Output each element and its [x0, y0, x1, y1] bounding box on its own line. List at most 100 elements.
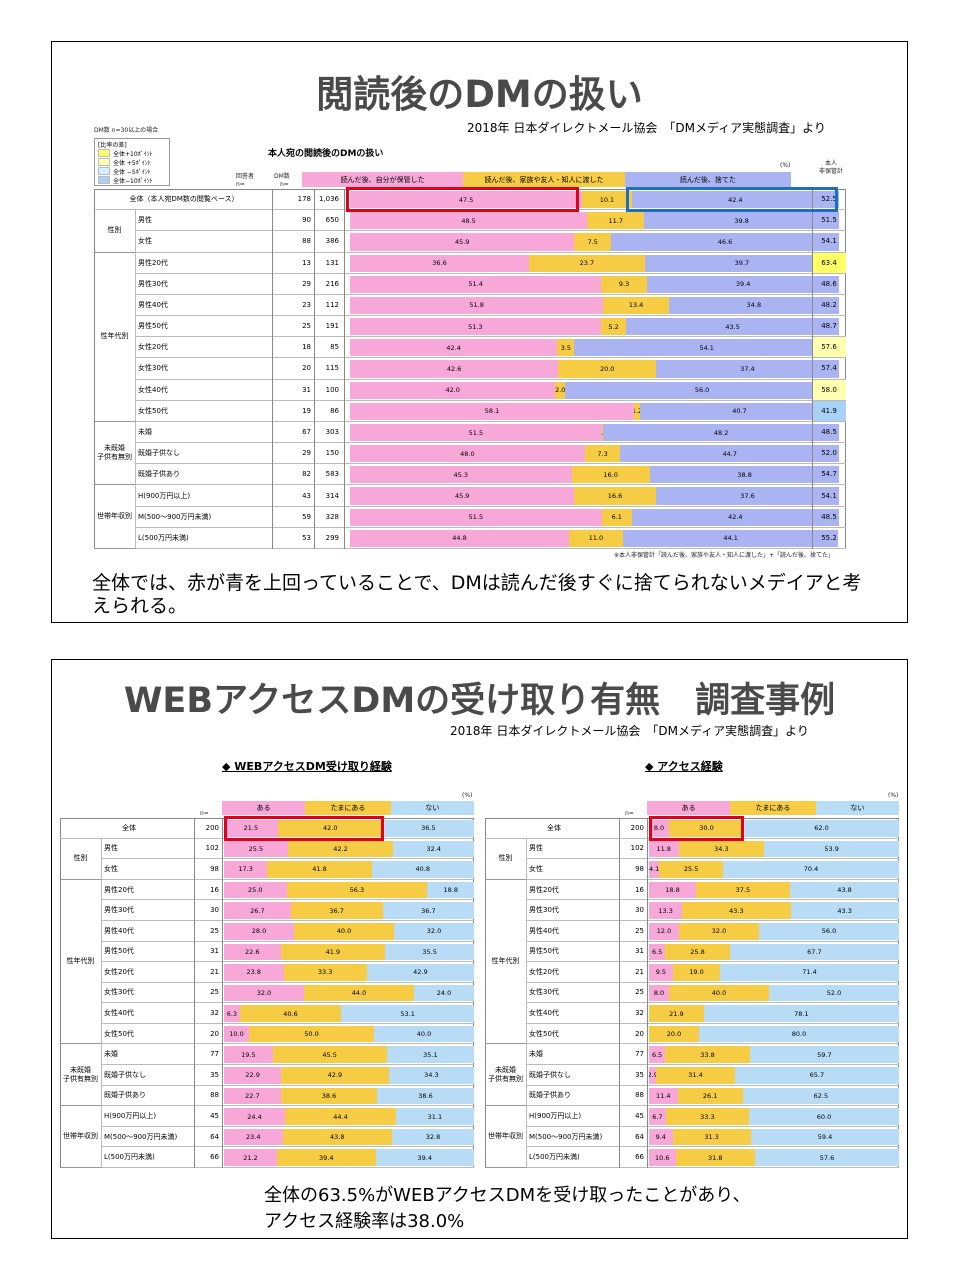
bar-segment-nai: 65.7: [734, 1067, 899, 1084]
stacked-bar: 22.7 38.6 38.6: [224, 1087, 474, 1105]
bar-segment-give: 20.0: [558, 360, 657, 378]
sample-n: 98: [635, 864, 644, 873]
bar-segment-discard: 37.4: [656, 360, 839, 378]
row-category: 全体: [547, 823, 561, 832]
color-legend: [比率の差] 全体+10ﾎﾟｲﾝﾄ 全体 +5ﾎﾟｲﾝﾄ 全体 −5ﾎﾟｲﾝﾄ 全体−1…: [94, 138, 170, 186]
nonkeep-total: 48.5: [821, 512, 837, 521]
bar-segment-nai: 43.3: [790, 902, 899, 919]
table-row: 男性50代 25 191 51.3 5.2 43.5 48.7: [136, 316, 846, 338]
row-category: H(900万円以上): [529, 1112, 582, 1121]
table-row: 男性30代 29 216 51.4 9.3 39.4 48.6: [136, 274, 846, 295]
respondents: 29: [302, 279, 311, 288]
column-divider: [619, 818, 620, 1168]
bar-segment-keep: 51.5: [350, 508, 602, 526]
dm-count: 328: [325, 512, 339, 521]
bar-segment-discard: 37.6: [655, 487, 840, 505]
group-label: 性年代別: [60, 879, 102, 1045]
percent-label: (%): [780, 162, 791, 169]
stacked-bar: 18.8 37.5 43.8: [649, 881, 900, 899]
stacked-bar: 48.0 7.3 44.7: [350, 445, 839, 463]
table-row: H(900万円以上) 45 6.7 33.3 60.0: [527, 1106, 899, 1127]
respondents: 178: [297, 195, 311, 204]
slide-dm-handling: 閲読後のDMの扱い 2018年 日本ダイレクトメール協会 「DMメディア実態調査…: [51, 41, 908, 623]
column-divider: [344, 189, 345, 549]
stacked-bar: 6.3 40.6 53.1: [224, 1005, 474, 1022]
bar-segment-aru: 22.9: [224, 1067, 282, 1084]
table-row: 女性30代 25 8.0 40.0 52.0: [527, 983, 899, 1004]
column-divider: [647, 818, 648, 1168]
bar-segment-nai: 39.4: [375, 1149, 474, 1166]
bar-segment-aru: 23.4: [224, 1128, 283, 1146]
row-category: M(500～900万円未満): [529, 1132, 603, 1141]
column-divider: [812, 189, 813, 549]
nonkeep-total: 57.6: [812, 337, 846, 358]
sample-n: 16: [210, 885, 219, 894]
bar-segment-tamaniaru: 44.0: [304, 984, 414, 1002]
bar-segment-discard: 39.7: [644, 254, 839, 272]
table-row: M(500～900万円未満) 64 23.4 43.8 32.8: [102, 1127, 474, 1148]
bar-segment-keep: 44.8: [350, 529, 570, 547]
bar-segment-aru: 21.5: [224, 820, 278, 837]
row-category: 全体（本人宛DM数の閲覧ベース）: [129, 195, 239, 204]
bar-segment-nai: 40.8: [371, 861, 474, 878]
legend-item: 全体−10ﾎﾟｲﾝﾄ: [98, 176, 153, 185]
bar-segment-give: 7.3: [584, 445, 621, 463]
row-category: 未婚: [138, 428, 152, 437]
stacked-bar: 45.3 16.0 38.8: [350, 466, 840, 484]
bar-segment-give: 23.7: [528, 254, 645, 272]
stacked-bar: 6.7 33.3 60.0: [649, 1108, 899, 1125]
bar-segment-nai: 78.1: [703, 1005, 899, 1022]
bar-segment-discard: 48.2: [603, 423, 839, 442]
bar-segment-nai: 32.4: [393, 840, 475, 858]
chart2-title: ◆ WEBアクセスDM受け取り経験: [222, 760, 392, 773]
column-divider: [314, 189, 315, 549]
bar-segment-nai: 59.7: [749, 1046, 899, 1064]
bar-segment-nai: 43.8: [789, 881, 900, 899]
table-row: 女性20代 18 85 42.4 3.5 54.1 57.6: [136, 337, 846, 359]
row-category: 未婚: [104, 1050, 118, 1059]
legend-item: 全体 −5ﾎﾟｲﾝﾄ: [98, 167, 151, 176]
table-row: 女性30代 20 115 42.6 20.0 37.4 57.4: [136, 358, 846, 380]
row-category: 男性: [104, 844, 118, 853]
bar-segment-nai: 32.0: [394, 922, 474, 940]
sample-n: 66: [635, 1153, 644, 1162]
bar-segment-discard: 34.8: [668, 296, 839, 315]
stacked-bar: 10.6 31.8 57.6: [649, 1149, 899, 1166]
row-category: 女性40代: [138, 385, 168, 394]
sample-n: 21: [210, 967, 219, 976]
dm-count: 191: [325, 322, 339, 331]
bar-segment-tamaniaru: 33.3: [283, 964, 367, 981]
table-row: 未婚 67 303 51.50.348.248.5: [136, 422, 846, 444]
col-nonkeep: 本人 非保管計: [818, 160, 843, 175]
stacked-bar: 42.6 20.0 37.4: [350, 360, 839, 378]
sample-n: 31: [210, 947, 219, 956]
sample-n: 66: [210, 1153, 219, 1162]
stacked-bar: 21.9 78.1: [649, 1005, 899, 1022]
row-category: 男性: [138, 216, 152, 225]
bar-segment-aru: 8.0: [649, 984, 669, 1002]
highlight-accessed: [649, 816, 744, 841]
bar-segment-tamaniaru: 36.7: [290, 902, 383, 919]
legend-label: 全体 −5ﾎﾟｲﾝﾄ: [113, 168, 151, 176]
bar-segment-tamaniaru: 37.5: [696, 881, 790, 899]
bar-segment-aru: 25.0: [224, 881, 287, 899]
sample-n: 21: [635, 967, 644, 976]
bar-segment-keep: 45.9: [350, 233, 575, 251]
stacked-bar: 23.4 43.8 32.8: [224, 1128, 474, 1146]
bar-segment-aru: 6.5: [649, 943, 666, 961]
bar-segment-tamaniaru: 42.0: [277, 820, 383, 837]
respondents: 53: [302, 533, 311, 542]
bar-segment-discard: 54.1: [574, 339, 839, 357]
column-divider: [194, 818, 195, 1168]
nonkeep-total: 52.5: [821, 195, 837, 204]
series-header-aru: ある: [222, 801, 306, 815]
group-label: 性年代別: [94, 252, 136, 422]
sample-n: 98: [210, 864, 219, 873]
table-row: M(500～900万円未満) 59 328 51.5 6.1 42.4 48.5: [136, 507, 846, 528]
table-row: L(500万円未満) 53 299 44.8 11.0 44.1 55.2: [136, 528, 846, 549]
bar-segment-nai: 40.0: [374, 1025, 474, 1043]
stacked-bar: 9.5 19.0 71.4: [649, 964, 899, 981]
row-category: 男性30代: [529, 906, 559, 915]
bar-segment-give: 11.0: [569, 529, 623, 547]
row-category: H(900万円以上): [104, 1112, 157, 1121]
